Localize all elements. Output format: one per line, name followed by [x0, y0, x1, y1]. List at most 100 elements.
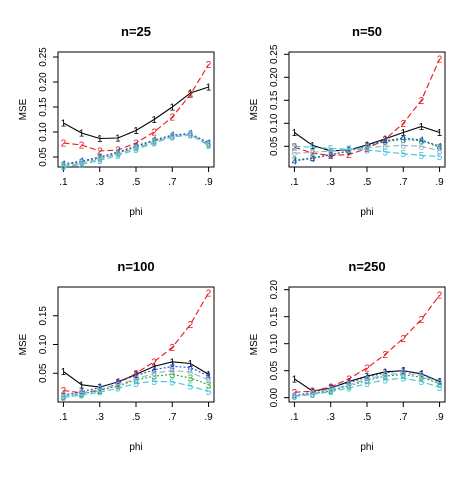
series-point-1: 1 [61, 367, 67, 378]
y-tick-label: 0.10 [38, 334, 49, 354]
x-tick-label: .5 [132, 177, 141, 188]
y-tick-label: 0.15 [269, 90, 280, 110]
series-point-1: 1 [206, 83, 212, 94]
series-point-4: 4 [382, 136, 388, 147]
x-tick-label: .7 [168, 412, 177, 423]
series-point-6: 6 [188, 368, 194, 379]
series-point-4: 4 [328, 151, 334, 162]
series-point-5: 5 [188, 381, 194, 392]
series-point-4: 4 [97, 153, 103, 164]
series-point-6: 6 [169, 366, 175, 377]
series-point-4: 4 [169, 362, 175, 373]
series-point-5: 5 [169, 133, 175, 144]
y-tick-label: 0.15 [269, 307, 280, 327]
series-point-4: 4 [61, 160, 67, 171]
series-point-6: 6 [188, 130, 194, 141]
series-point-2: 2 [97, 147, 103, 158]
series-point-2: 2 [188, 90, 194, 101]
series-point-6: 6 [206, 376, 212, 387]
series-point-1: 1 [328, 146, 334, 157]
x-tick-label: .1 [290, 177, 299, 188]
series-point-5: 5 [310, 143, 316, 154]
series-point-4: 4 [97, 383, 103, 394]
series-point-1: 1 [437, 377, 443, 388]
chart-title: n=50 [352, 24, 382, 39]
series-point-4: 4 [437, 377, 443, 388]
series-point-4: 4 [188, 363, 194, 374]
series-point-3: 3 [437, 379, 443, 390]
series-point-2: 2 [61, 139, 67, 150]
series-point-5: 5 [364, 145, 370, 156]
x-tick-label: .5 [363, 177, 372, 188]
series-line-2 [63, 64, 210, 152]
series-line-5 [294, 377, 440, 398]
x-tick-label: .3 [327, 412, 336, 423]
series-line-1 [294, 125, 440, 152]
series-point-3: 3 [364, 376, 370, 387]
series-point-3: 3 [169, 370, 175, 381]
series-point-3: 3 [206, 139, 212, 150]
series-point-2: 2 [206, 60, 212, 71]
series-point-5: 5 [206, 387, 212, 398]
series-point-1: 1 [437, 128, 443, 139]
series-point-2: 2 [115, 146, 121, 157]
x-tick-label: .7 [399, 177, 408, 188]
series-line-3 [294, 373, 440, 397]
x-axis-label: phi [129, 442, 142, 453]
series-point-4: 4 [364, 141, 370, 152]
series-point-2: 2 [133, 369, 139, 380]
y-tick-label: 0.05 [269, 136, 280, 156]
series-point-6: 6 [382, 142, 388, 153]
series-point-4: 4 [79, 157, 85, 168]
series-point-6: 6 [79, 159, 85, 170]
series-point-3: 3 [346, 146, 352, 157]
series-point-1: 1 [310, 387, 316, 398]
series-point-4: 4 [206, 372, 212, 383]
series-point-5: 5 [206, 141, 212, 152]
series-point-6: 6 [400, 368, 406, 379]
y-tick-label: 0.20 [38, 72, 49, 92]
chart-panel-3: n=100 phi MSE .1 .3 .5 .7 .9 0.05 0.10 0.15 1 1 1 1 1 1 1… [18, 259, 215, 453]
series-point-5: 5 [97, 388, 103, 399]
series-point-5: 5 [61, 393, 67, 404]
series-point-5: 5 [188, 131, 194, 142]
series-point-6: 6 [61, 162, 67, 173]
series-point-2: 2 [346, 374, 352, 385]
series-point-4: 4 [346, 378, 352, 389]
y-tick-label: 0.20 [269, 280, 280, 300]
series-point-1: 1 [364, 372, 370, 383]
series-point-2: 2 [61, 386, 67, 397]
series-point-4: 4 [115, 148, 121, 159]
series-point-6: 6 [310, 389, 316, 400]
series-point-2: 2 [292, 388, 298, 399]
series-point-1: 1 [292, 374, 298, 385]
series-point-5: 5 [382, 147, 388, 158]
x-axis-label: phi [129, 207, 142, 218]
series-point-2: 2 [151, 357, 157, 368]
x-axis-label: phi [360, 442, 373, 453]
x-axis-label: phi [360, 207, 373, 218]
series-line-6 [63, 369, 209, 397]
series-point-1: 1 [206, 370, 212, 381]
series-point-1: 1 [382, 134, 388, 145]
series-line-4 [63, 132, 209, 165]
y-tick-label: 0.00 [269, 388, 280, 408]
series-point-3: 3 [419, 373, 425, 384]
series-point-6: 6 [61, 391, 67, 402]
series-point-6: 6 [437, 146, 443, 157]
y-tick-label: 0.05 [269, 361, 280, 381]
series-line-6 [294, 372, 440, 397]
series-point-3: 3 [419, 136, 425, 147]
series-point-3: 3 [400, 135, 406, 146]
series-point-4: 4 [151, 365, 157, 376]
series-line-5 [294, 145, 440, 157]
series-point-4: 4 [133, 371, 139, 382]
series-point-5: 5 [115, 151, 121, 162]
series-point-1: 1 [400, 128, 406, 139]
series-point-6: 6 [206, 140, 212, 151]
series-point-5: 5 [169, 377, 175, 388]
series-point-2: 2 [437, 291, 443, 302]
series-point-2: 2 [169, 113, 175, 124]
series-point-3: 3 [346, 381, 352, 392]
series-point-2: 2 [133, 139, 139, 150]
